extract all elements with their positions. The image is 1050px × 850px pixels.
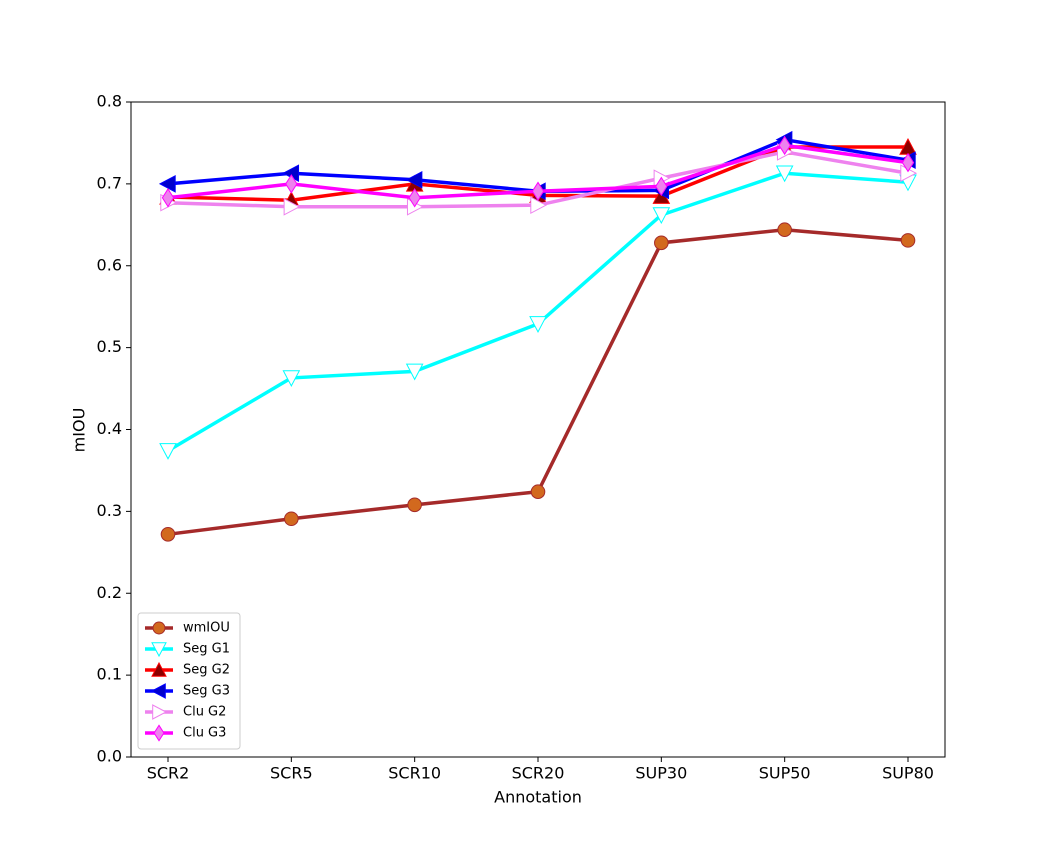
data-point bbox=[652, 207, 671, 225]
data-point bbox=[530, 196, 548, 214]
data-point bbox=[529, 316, 547, 333]
data-point bbox=[408, 188, 421, 208]
data-point bbox=[158, 175, 176, 193]
data-point bbox=[285, 174, 298, 194]
y-tick-label: 0.7 bbox=[97, 173, 122, 192]
x-tick-label: SUP50 bbox=[759, 764, 811, 783]
data-point bbox=[530, 484, 546, 500]
data-point bbox=[405, 363, 424, 381]
x-tick-label: SUP80 bbox=[882, 764, 934, 783]
x-axis-label: Annotation bbox=[494, 788, 582, 807]
data-point bbox=[655, 176, 668, 197]
data-point bbox=[161, 188, 175, 208]
y-tick-label: 0.0 bbox=[97, 747, 122, 766]
legend-marker bbox=[153, 724, 165, 742]
legend-marker bbox=[151, 642, 167, 658]
legend-marker bbox=[152, 704, 168, 720]
y-tick-label: 0.8 bbox=[97, 92, 122, 111]
legend-marker bbox=[152, 621, 166, 635]
x-tick-label: SCR20 bbox=[512, 764, 565, 783]
data-point bbox=[777, 222, 792, 238]
data-point bbox=[284, 511, 299, 527]
legend-label: Seg G2 bbox=[183, 663, 230, 678]
x-tick-label: SCR10 bbox=[388, 764, 441, 783]
data-point bbox=[901, 152, 915, 173]
y-tick-label: 0.4 bbox=[97, 419, 122, 438]
legend-label: Seg G3 bbox=[183, 684, 230, 699]
data-point bbox=[654, 235, 669, 251]
y-axis-label: mIOU bbox=[70, 408, 89, 453]
data-point bbox=[159, 443, 177, 460]
data-point bbox=[900, 233, 916, 248]
plot-frame bbox=[130, 101, 946, 758]
legend-marker bbox=[150, 683, 166, 699]
legend-label: Clu G3 bbox=[183, 726, 226, 741]
legend-marker bbox=[151, 661, 167, 677]
data-point bbox=[283, 197, 301, 216]
y-tick-label: 0.1 bbox=[97, 665, 122, 684]
y-tick-label: 0.6 bbox=[97, 255, 122, 274]
data-point bbox=[778, 135, 791, 156]
legend-label: Seg G1 bbox=[183, 642, 230, 657]
y-tick-label: 0.5 bbox=[97, 337, 122, 356]
data-point bbox=[531, 181, 545, 201]
data-point bbox=[160, 527, 176, 542]
y-tick-label: 0.2 bbox=[97, 583, 122, 602]
legend-label: wmIOU bbox=[183, 621, 230, 636]
x-tick-label: SUP30 bbox=[635, 764, 687, 783]
data-point bbox=[775, 165, 794, 183]
y-tick-label: 0.3 bbox=[97, 501, 122, 520]
data-point bbox=[282, 370, 301, 387]
x-tick-label: SCR2 bbox=[147, 764, 190, 783]
legend-label: Clu G2 bbox=[183, 705, 226, 720]
data-point bbox=[407, 497, 422, 513]
data-point bbox=[405, 170, 423, 189]
x-tick-label: SCR5 bbox=[270, 764, 313, 783]
